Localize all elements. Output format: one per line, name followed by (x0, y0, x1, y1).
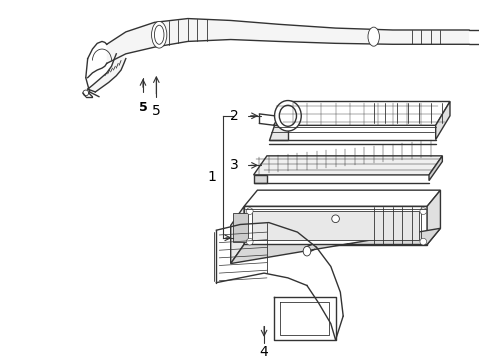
Text: 5: 5 (139, 102, 147, 114)
Ellipse shape (83, 90, 89, 96)
Polygon shape (233, 213, 248, 242)
Text: 4: 4 (260, 345, 269, 359)
Polygon shape (254, 175, 267, 183)
Polygon shape (88, 54, 126, 92)
Polygon shape (107, 19, 469, 63)
Text: 2: 2 (230, 109, 238, 123)
Ellipse shape (368, 27, 379, 46)
Ellipse shape (420, 238, 427, 245)
Ellipse shape (154, 25, 164, 44)
Text: 1: 1 (208, 170, 217, 184)
Polygon shape (231, 228, 441, 264)
Ellipse shape (274, 100, 301, 131)
Polygon shape (244, 206, 427, 244)
Polygon shape (254, 156, 442, 175)
Polygon shape (252, 211, 419, 240)
Ellipse shape (151, 21, 167, 48)
Ellipse shape (246, 208, 253, 215)
Ellipse shape (246, 238, 253, 245)
Polygon shape (436, 102, 450, 140)
Ellipse shape (279, 105, 296, 126)
Polygon shape (429, 156, 442, 181)
Polygon shape (427, 190, 441, 244)
Polygon shape (269, 125, 288, 140)
Polygon shape (244, 190, 441, 206)
Polygon shape (273, 102, 450, 125)
Ellipse shape (420, 208, 427, 215)
Ellipse shape (332, 215, 340, 222)
Ellipse shape (303, 246, 311, 256)
Text: 5: 5 (152, 104, 161, 118)
Text: 3: 3 (230, 158, 238, 172)
Polygon shape (231, 206, 244, 264)
